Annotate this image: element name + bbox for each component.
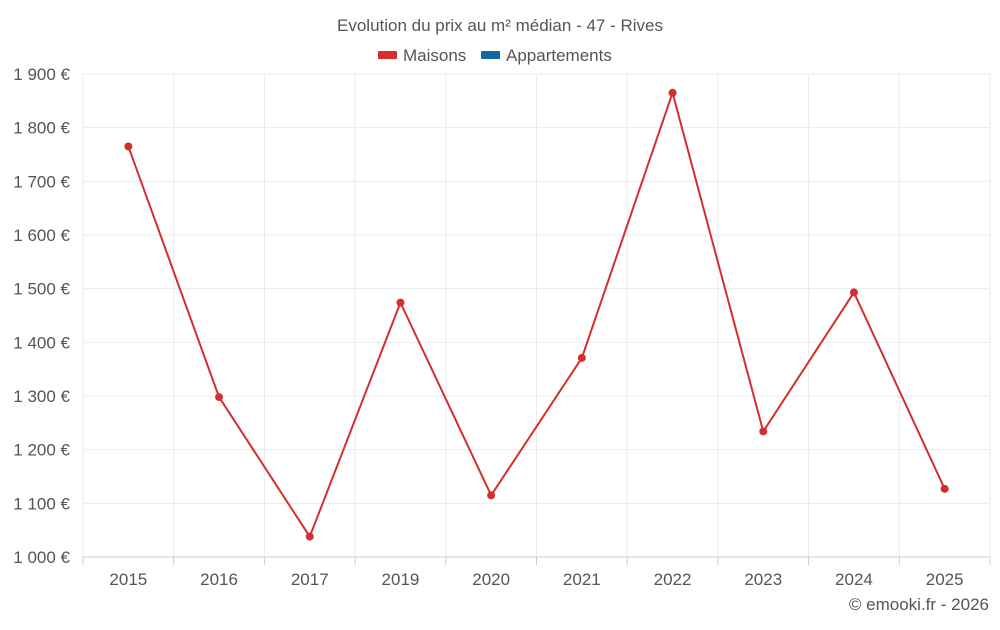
legend-item-appartements[interactable]: Appartements <box>481 46 612 65</box>
x-tick-label: 2020 <box>472 570 510 589</box>
data-point-maisons[interactable] <box>215 393 224 402</box>
y-tick-label: 1 000 € <box>13 548 70 567</box>
y-tick-label: 1 400 € <box>13 333 70 352</box>
data-point-maisons[interactable] <box>849 288 858 297</box>
data-point-maisons[interactable] <box>577 353 586 362</box>
data-point-maisons[interactable] <box>487 491 496 500</box>
grid <box>82 73 991 557</box>
data-point-maisons[interactable] <box>759 427 768 436</box>
chart-title: Evolution du prix au m² médian - 47 - Ri… <box>337 16 663 35</box>
y-tick-label: 1 700 € <box>13 172 70 191</box>
x-tick-label: 2016 <box>200 570 238 589</box>
x-tick-label: 2019 <box>382 570 420 589</box>
x-tick-label: 2015 <box>109 570 147 589</box>
y-tick-label: 1 600 € <box>13 226 70 245</box>
data-point-maisons[interactable] <box>396 298 405 307</box>
series-line-maisons <box>127 91 946 538</box>
series-maisons <box>124 88 949 541</box>
data-point-maisons[interactable] <box>124 142 133 151</box>
legend-swatch-maisons <box>378 51 397 59</box>
legend-item-maisons[interactable]: Maisons <box>378 46 466 65</box>
y-axis: 1 000 € 1 100 € 1 200 € 1 300 € 1 400 € 1 500… <box>13 65 70 567</box>
data-point-maisons[interactable] <box>668 88 677 97</box>
y-tick-label: 1 900 € <box>13 65 70 84</box>
x-tick-label: 2017 <box>291 570 329 589</box>
y-tick-label: 1 200 € <box>13 441 70 460</box>
x-axis: 2015 2016 2017 2019 2020 2021 2022 2023 2024 2025 <box>82 556 991 589</box>
legend: Maisons Appartements <box>378 46 612 65</box>
y-tick-label: 1 500 € <box>13 280 70 299</box>
y-tick-label: 1 300 € <box>13 387 70 406</box>
x-tick-label: 2022 <box>654 570 692 589</box>
legend-label-maisons: Maisons <box>403 46 466 65</box>
data-point-maisons[interactable] <box>305 532 314 541</box>
footer-credit: © emooki.fr - 2026 <box>849 595 989 614</box>
x-tick-label: 2024 <box>835 570 873 589</box>
x-tick-label: 2023 <box>744 570 782 589</box>
x-tick-label: 2025 <box>926 570 964 589</box>
legend-label-appartements: Appartements <box>506 46 612 65</box>
y-tick-label: 1 800 € <box>13 119 70 138</box>
legend-swatch-appartements <box>481 51 500 59</box>
x-tick-label: 2021 <box>563 570 601 589</box>
data-point-maisons[interactable] <box>940 484 949 493</box>
y-tick-label: 1 100 € <box>13 494 70 513</box>
